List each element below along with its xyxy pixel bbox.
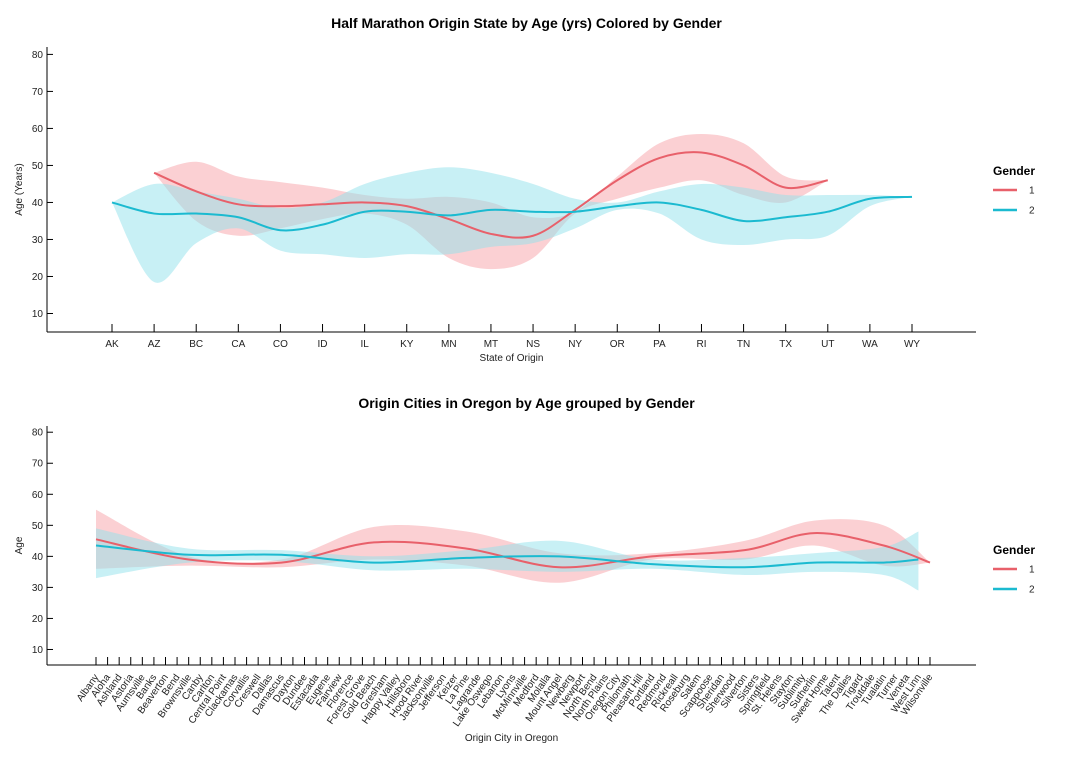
chart2-x-axis-title: Origin City in Oregon	[465, 733, 558, 744]
chart1-series-1-line	[153, 151, 829, 239]
chart2-y-tick-label: 80	[32, 428, 44, 439]
chart1-series-2-ci-band	[112, 167, 912, 283]
chart1-legend-title: Gender	[993, 164, 1035, 178]
chart1-x-tick-label: WA	[862, 339, 878, 350]
chart1-x-tick-label: AK	[105, 339, 119, 350]
chart1-y-axis-title: Age (Years)	[14, 163, 25, 215]
chart1-title: Half Marathon Origin State by Age (yrs) …	[331, 15, 722, 31]
chart2-y-tick-label: 40	[32, 552, 44, 563]
chart2-y-tick-label: 70	[32, 459, 44, 470]
chart1-x-tick-label: BC	[189, 339, 203, 350]
chart1-x-tick-label: TX	[779, 339, 792, 350]
chart2-title: Origin Cities in Oregon by Age grouped b…	[358, 395, 695, 411]
chart1-y-tick-label: 60	[32, 124, 44, 135]
chart1-x-tick-label: ID	[318, 339, 328, 350]
chart2-y-axis-title: Age	[14, 536, 25, 554]
chart2-y-tick-label: 10	[32, 645, 44, 656]
chart1-x-tick-label: AZ	[148, 339, 161, 350]
chart1-x-tick-label: WY	[904, 339, 920, 350]
chart1-y-tick-label: 80	[32, 50, 44, 61]
chart1-x-tick-label: IL	[360, 339, 369, 350]
chart2-y-tick-label: 50	[32, 521, 44, 532]
chart1-x-tick-label: NY	[568, 339, 582, 350]
chart1-x-tick-label: NS	[526, 339, 540, 350]
chart1-series-1-ci-band	[154, 133, 828, 270]
chart2-y-tick-label: 20	[32, 614, 44, 625]
chart1-y-tick-label: 20	[32, 272, 44, 283]
chart1-legend-label-2: 2	[1029, 206, 1035, 217]
chart2-legend-label-1: 1	[1029, 565, 1035, 576]
chart1-x-tick-label: KY	[400, 339, 414, 350]
chart1-x-tick-label: MN	[441, 339, 457, 350]
chart1-series-2-line	[111, 195, 913, 232]
chart1-legend-label-1: 1	[1029, 186, 1035, 197]
chart1-x-tick-label: RI	[696, 339, 706, 350]
chart1-x-axis-title: State of Origin	[480, 353, 544, 364]
chart2-legend-title: Gender	[993, 543, 1035, 557]
chart1-x-tick-label: PA	[653, 339, 666, 350]
chart1-x-tick-label: CA	[231, 339, 245, 350]
chart1-y-tick-label: 70	[32, 87, 44, 98]
chart1-y-tick-label: 10	[32, 309, 44, 320]
chart2-y-tick-label: 30	[32, 583, 44, 594]
chart1-x-tick-label: OR	[610, 339, 625, 350]
chart1-x-tick-label: UT	[821, 339, 834, 350]
chart1-x-tick-label: MT	[484, 339, 498, 350]
chart2-series-1-line	[95, 532, 931, 569]
chart1-y-tick-label: 50	[32, 161, 44, 172]
chart1-x-tick-label: CO	[273, 339, 288, 350]
chart1-y-tick-label: 40	[32, 198, 44, 209]
chart1-y-tick-label: 30	[32, 235, 44, 246]
chart2-series-2-line	[95, 544, 919, 569]
chart1-x-tick-label: TN	[737, 339, 750, 350]
chart2-legend-label-2: 2	[1029, 585, 1035, 596]
chart2-y-tick-label: 60	[32, 490, 44, 501]
chart2-series-2-ci-band	[96, 528, 919, 591]
